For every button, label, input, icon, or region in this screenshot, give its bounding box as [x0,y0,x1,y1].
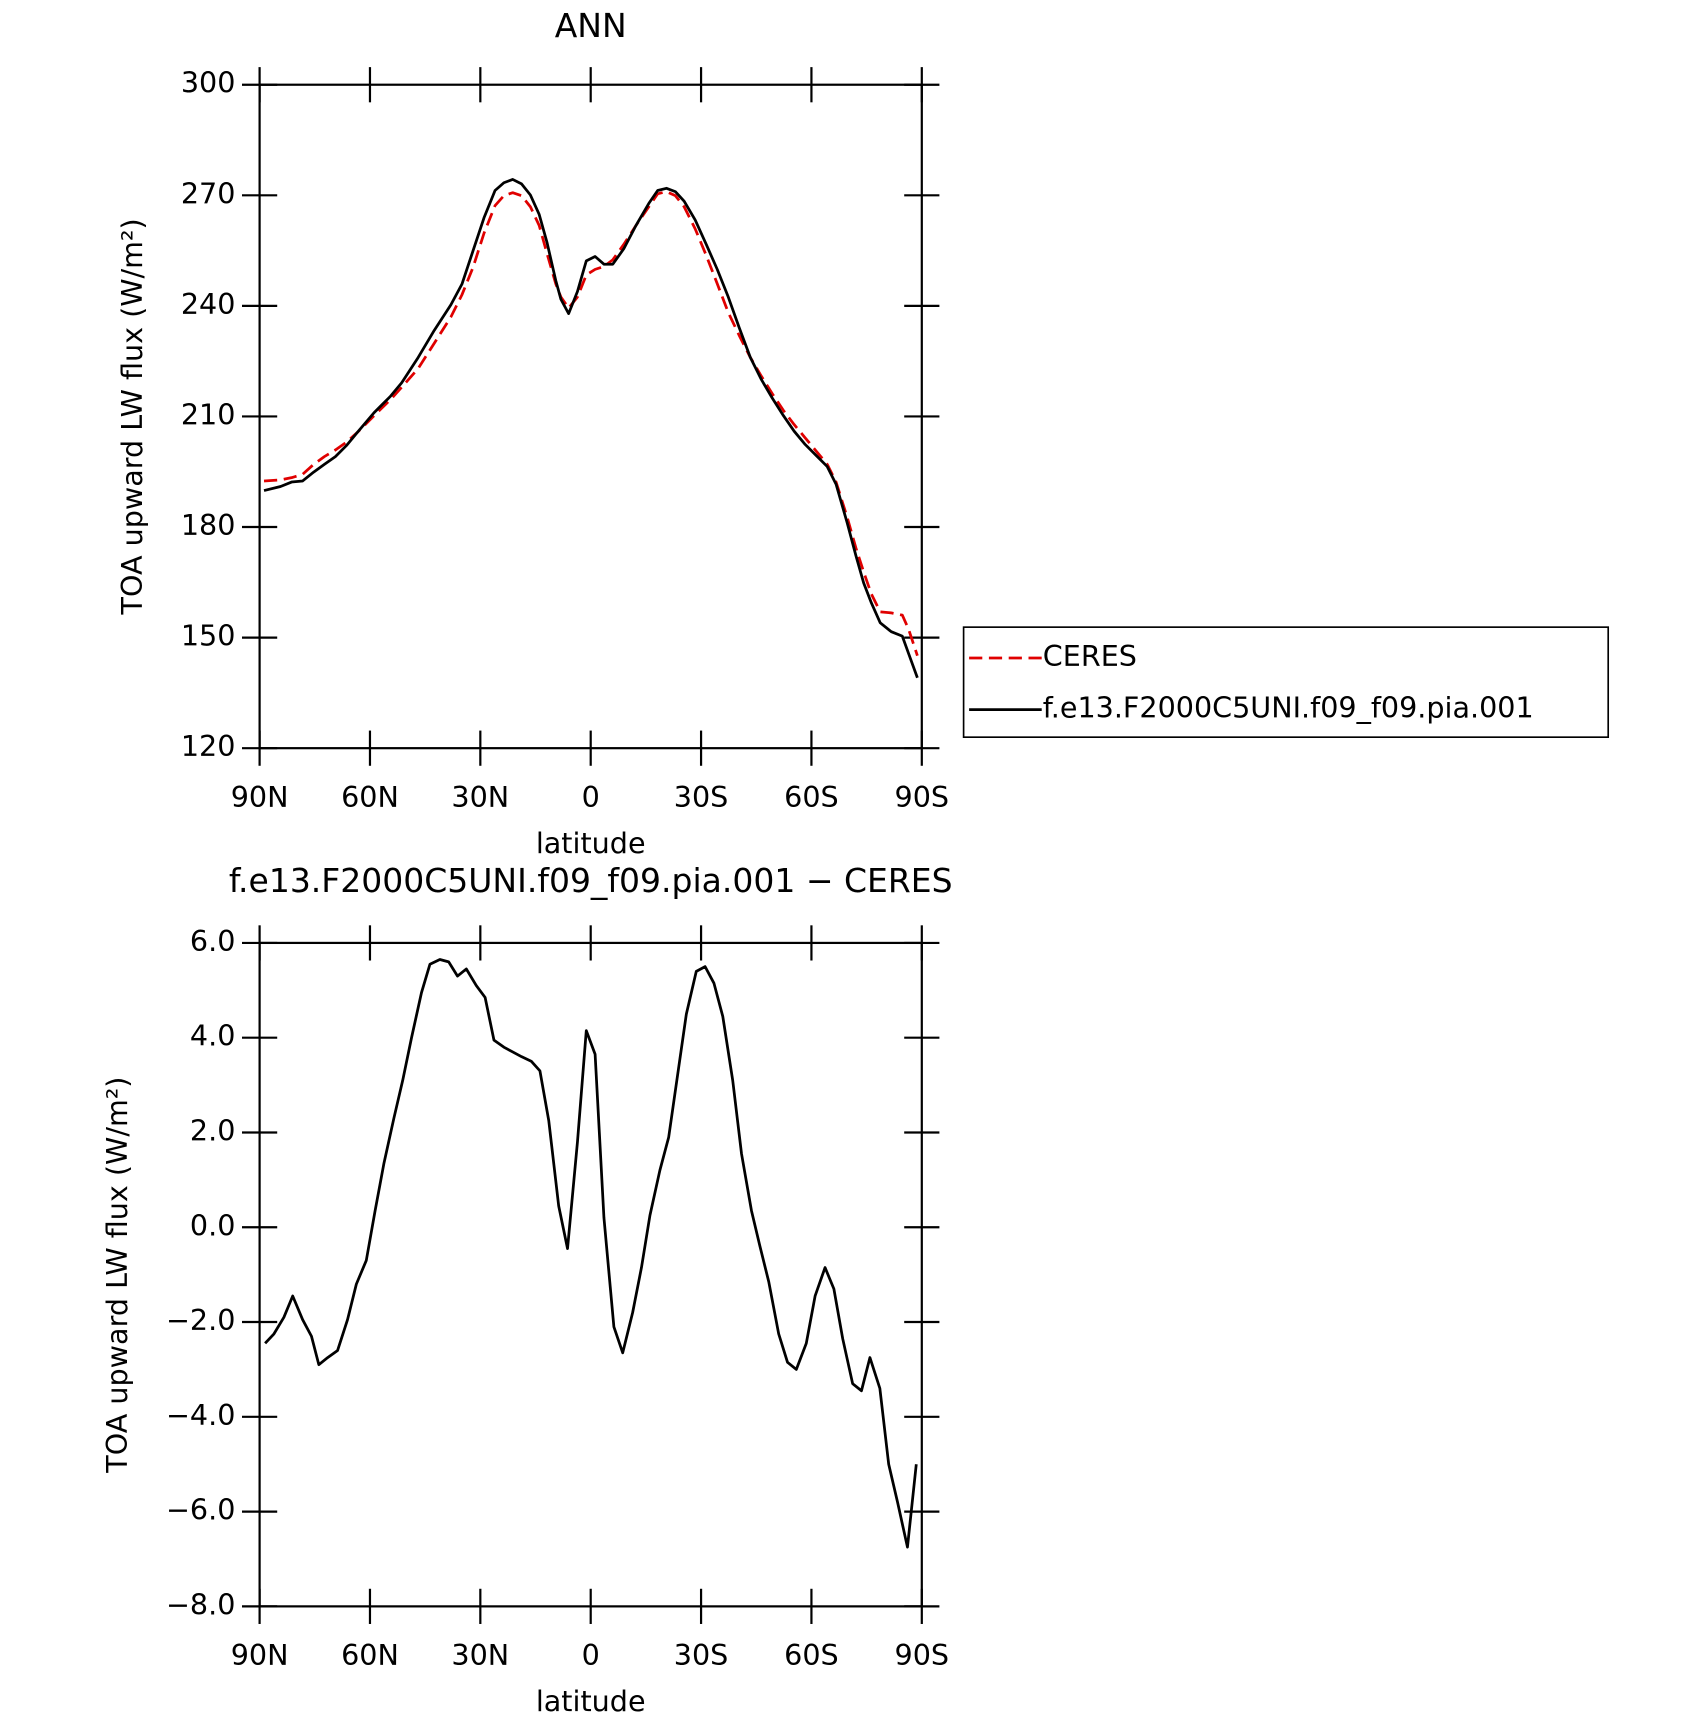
y-axis-label: TOA upward LW flux (W/m²) [100,1077,134,1474]
x-tick-label: 30N [451,1638,509,1672]
chart-title: f.e13.F2000C5UNI.f09_f09.pia.001 − CERES [229,861,953,900]
y-tick-label: 120 [181,729,236,763]
x-tick-label: 60S [784,780,839,814]
y-tick-label: 150 [181,619,236,653]
panel: f.e13.F2000C5UNI.f09_f09.pia.001 − CERES… [100,861,953,1712]
chart-title: ANN [555,6,627,45]
x-tick-label: 90S [895,780,950,814]
legend-label: CERES [1043,639,1137,673]
x-tick-label: 60N [341,1638,399,1672]
y-tick-label: 0.0 [190,1208,235,1242]
y-tick-label: −8.0 [166,1587,235,1621]
y-tick-label: −2.0 [166,1303,235,1337]
x-tick-label: 0 [582,1638,600,1672]
y-tick-label: 270 [181,176,236,210]
y-tick-label: 4.0 [190,1019,235,1053]
data-line [264,958,918,1549]
x-tick-label: 30N [451,780,509,814]
x-axis-label: latitude [536,826,646,860]
x-tick-label: 60S [784,1638,839,1672]
data-line [263,190,919,657]
legend-box [962,626,1610,738]
y-tick-label: −6.0 [166,1493,235,1527]
y-tick-label: 180 [181,508,236,542]
x-tick-label: 0 [582,780,600,814]
x-tick-label: 60N [341,780,399,814]
plot-frame [258,941,923,1608]
y-tick-label: 6.0 [190,924,235,958]
y-tick-label: 300 [181,66,236,100]
x-tick-label: 90N [231,780,289,814]
x-tick-label: 90N [231,1638,289,1672]
y-tick-label: 240 [181,287,236,321]
x-tick-label: 30S [674,1638,729,1672]
x-tick-label: 90S [895,1638,950,1672]
y-tick-label: −4.0 [166,1398,235,1432]
legend-label: f.e13.F2000C5UNI.f09_f09.pia.001 [1043,691,1534,725]
x-axis-label: latitude [536,1684,646,1712]
legend: CERES f.e13.F2000C5UNI.f09_f09.pia.001 [962,626,1610,738]
panel: ANN latitude TOA upward LW flux (W/m²) 120 1… [115,6,1610,860]
plot-frame [258,83,923,750]
y-axis-label: TOA upward LW flux (W/m²) [115,218,149,615]
y-tick-label: 210 [181,397,236,431]
data-line [263,178,919,679]
y-tick-label: 2.0 [190,1113,235,1147]
x-tick-label: 30S [674,780,729,814]
